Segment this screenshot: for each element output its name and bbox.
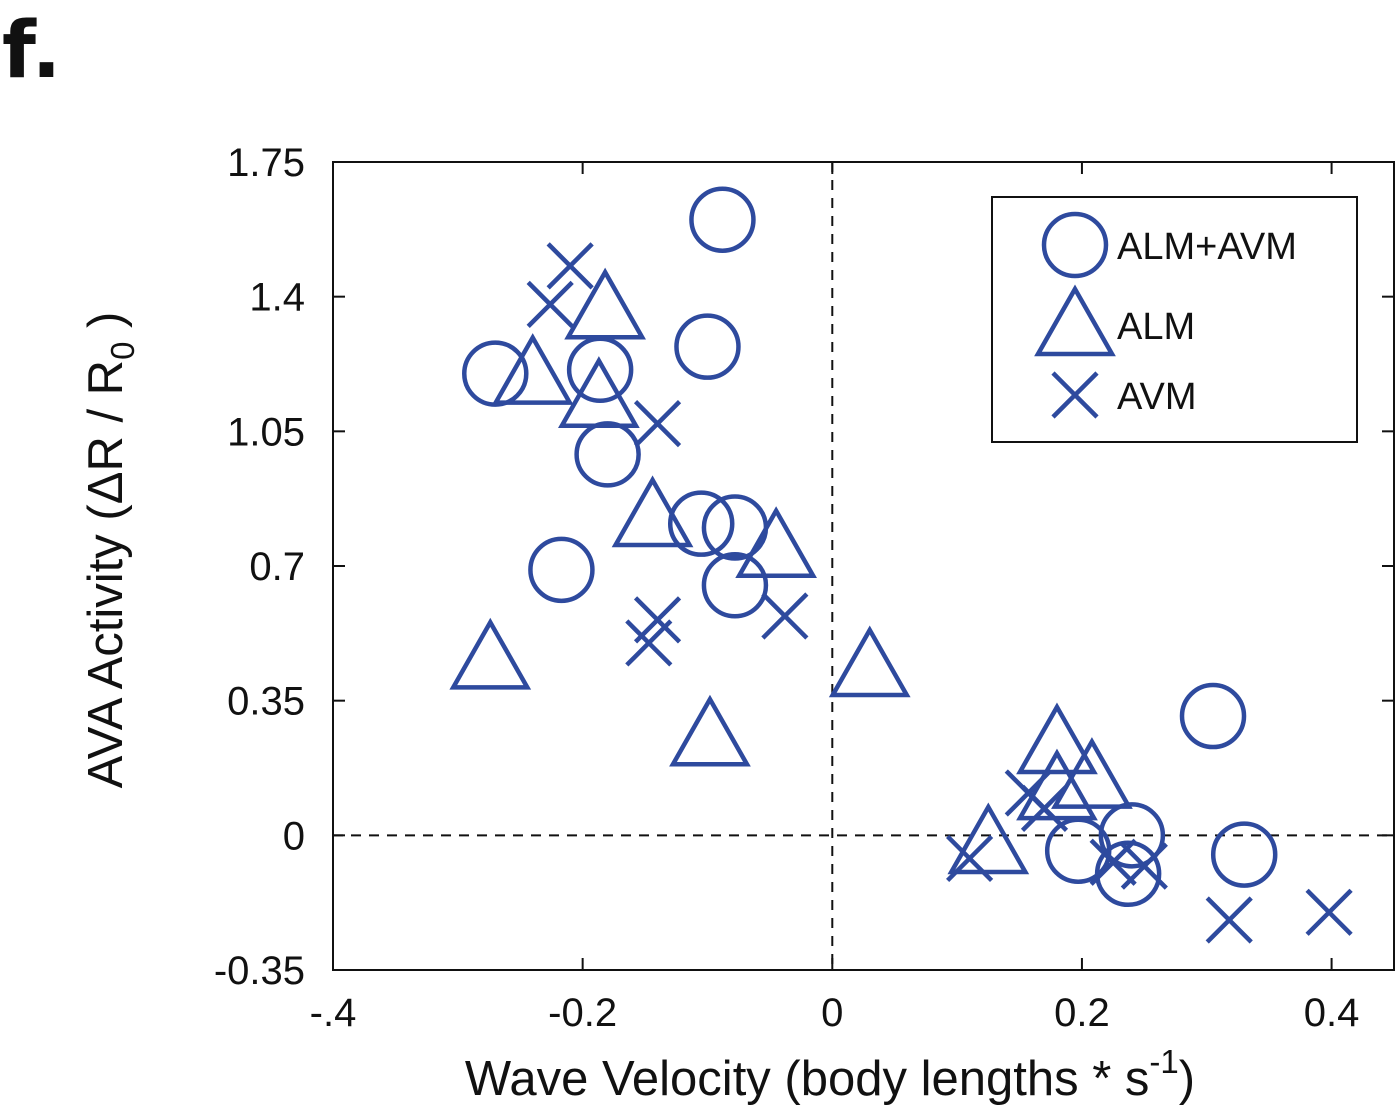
legend-label: AVM bbox=[1117, 376, 1197, 418]
x-tick-label: 0.2 bbox=[1054, 991, 1110, 1035]
point-x-avm bbox=[1305, 888, 1353, 936]
point-x-avm bbox=[1020, 784, 1069, 832]
y-tick-label: 0.35 bbox=[227, 680, 305, 724]
x-tick-label: -0.2 bbox=[548, 991, 617, 1035]
y-axis-label: AVA Activity (ΔR / R0 ) bbox=[79, 312, 141, 789]
marker-x-stroke bbox=[546, 242, 594, 290]
point-circle-alm-avm bbox=[574, 421, 641, 488]
x-axis-label-superscript: -1 bbox=[1149, 1043, 1178, 1080]
legend-label: ALM bbox=[1117, 306, 1195, 348]
legend: ALM+AVM ALM AVM bbox=[991, 196, 1358, 443]
point-triangle-alm bbox=[491, 333, 574, 405]
point-circle-alm-avm bbox=[674, 313, 741, 380]
y-axis-label-subscript: 0 bbox=[104, 342, 141, 360]
x-tick-label: 0 bbox=[821, 991, 843, 1035]
point-x-avm bbox=[1120, 842, 1168, 890]
x-axis-label: Wave Velocity (body lengths * s-1) bbox=[465, 1043, 1195, 1106]
point-x-avm bbox=[546, 242, 594, 290]
legend-marker-triangle bbox=[1034, 284, 1116, 357]
marker-x-stroke bbox=[625, 619, 673, 667]
y-axis-label-main: AVA Activity (ΔR / R bbox=[79, 360, 133, 788]
x-axis-label-close: ) bbox=[1179, 1052, 1195, 1106]
point-circle-alm-avm bbox=[462, 340, 529, 407]
point-triangle-alm bbox=[669, 694, 751, 767]
marker-x-stroke bbox=[1020, 784, 1069, 832]
point-triangle-alm bbox=[947, 802, 1030, 875]
point-circle-alm-avm bbox=[689, 186, 756, 253]
y-tick-label: -0.35 bbox=[214, 949, 305, 993]
point-x-avm bbox=[526, 280, 574, 328]
y-axis-label-close: ) bbox=[79, 312, 133, 342]
point-circle-alm-avm bbox=[701, 551, 769, 619]
legend-marker-circle bbox=[1041, 211, 1109, 279]
point-triangle-alm bbox=[828, 625, 911, 698]
point-x-avm bbox=[625, 619, 673, 667]
point-x-avm bbox=[761, 592, 809, 640]
marker-x-stroke bbox=[1120, 842, 1168, 890]
point-triangle-alm bbox=[449, 617, 532, 690]
point-circle-alm-avm bbox=[1210, 821, 1278, 888]
marker-x-stroke bbox=[1305, 888, 1353, 936]
x-tick-label: 0.4 bbox=[1304, 991, 1360, 1035]
point-circle-alm-avm bbox=[1094, 840, 1162, 908]
point-x-avm bbox=[1205, 896, 1253, 944]
x-axis-label-main: Wave Velocity (body lengths * s bbox=[465, 1052, 1150, 1106]
point-triangle-alm bbox=[735, 506, 817, 579]
point-circle-alm-avm bbox=[528, 536, 595, 604]
point-triangle-alm bbox=[1051, 737, 1133, 809]
marker-x-stroke bbox=[526, 280, 574, 328]
data-markers bbox=[449, 186, 1353, 944]
legend-label: ALM+AVM bbox=[1117, 226, 1297, 268]
y-tick-label: 1.4 bbox=[249, 276, 305, 320]
y-tick-label: 0.7 bbox=[249, 545, 305, 589]
panel-label: f. bbox=[2, 6, 62, 96]
tick-labels: -.4 -0.2 0 0.2 0.4 -0.35 0 0.35 0.7 1.05 1.4 1.75 bbox=[214, 141, 1360, 1035]
point-circle-alm-avm bbox=[1179, 682, 1247, 750]
point-triangle-alm bbox=[564, 267, 646, 340]
marker-x-stroke bbox=[1051, 371, 1099, 419]
point-circle-alm-avm bbox=[667, 490, 735, 557]
point-triangle-alm bbox=[1016, 702, 1098, 775]
y-tick-label: 1.05 bbox=[227, 410, 305, 454]
point-circle-alm-avm bbox=[1098, 802, 1166, 869]
marker-x-stroke bbox=[761, 592, 809, 640]
point-x-avm bbox=[946, 834, 994, 883]
point-x-avm bbox=[633, 400, 682, 448]
point-circle-alm-avm bbox=[566, 336, 634, 404]
point-triangle-alm bbox=[558, 356, 640, 428]
marker-x-stroke bbox=[946, 834, 994, 883]
y-tick-label: 0 bbox=[283, 814, 305, 858]
legend-marker-x bbox=[1051, 371, 1099, 419]
plot-axes bbox=[332, 161, 1395, 971]
marker-x-stroke bbox=[633, 400, 682, 448]
y-tick-label: 1.75 bbox=[227, 141, 305, 185]
marker-x-stroke bbox=[1205, 896, 1253, 944]
legend-box bbox=[991, 196, 1358, 443]
x-tick-label: -.4 bbox=[310, 991, 357, 1035]
point-triangle-alm bbox=[611, 475, 694, 548]
